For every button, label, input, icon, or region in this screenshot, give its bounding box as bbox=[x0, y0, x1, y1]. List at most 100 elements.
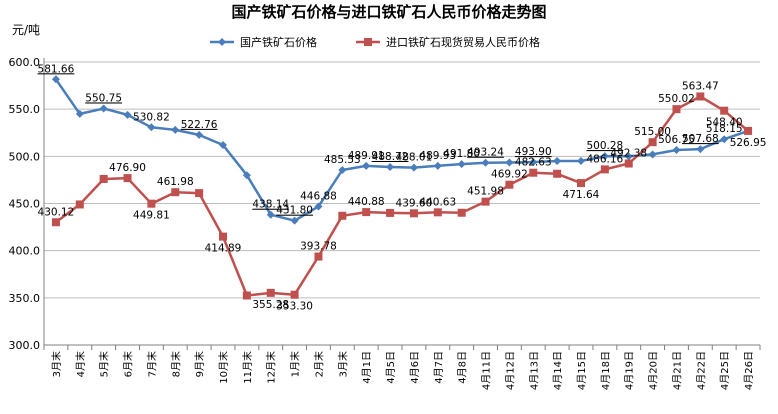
data-point bbox=[672, 105, 681, 114]
data-point bbox=[433, 208, 442, 217]
data-label: 563.47 bbox=[682, 80, 719, 92]
x-tick-label: 4月末 bbox=[74, 351, 87, 377]
x-tick-label: 4月21日 bbox=[671, 351, 683, 390]
x-tick-label: 1月末 bbox=[289, 351, 302, 377]
data-label: 548.40 bbox=[706, 117, 743, 129]
data-point bbox=[457, 160, 466, 169]
data-point bbox=[696, 145, 705, 154]
x-tick-label: 4月7日 bbox=[433, 351, 445, 384]
x-tick-label: 2月末 bbox=[312, 351, 325, 377]
data-point bbox=[195, 189, 204, 198]
data-point bbox=[720, 135, 729, 144]
chart-title: 国产铁矿石价格与进口铁矿石人民币价格走势图 bbox=[231, 3, 546, 21]
data-point bbox=[362, 161, 371, 170]
data-label: 530.82 bbox=[133, 111, 170, 123]
x-tick-label: 9月末 bbox=[193, 351, 206, 377]
data-point bbox=[648, 150, 657, 159]
x-tick-label: 11月末 bbox=[241, 351, 254, 384]
x-tick-label: 4月22日 bbox=[695, 351, 707, 390]
x-tick-label: 5月末 bbox=[98, 351, 111, 377]
data-label: 493.24 bbox=[467, 147, 504, 159]
data-point bbox=[242, 171, 251, 180]
data-label: 449.81 bbox=[133, 210, 170, 222]
data-point bbox=[75, 109, 84, 118]
x-tick-label: 4月11日 bbox=[481, 351, 493, 390]
data-point bbox=[744, 126, 753, 135]
x-tick-label: 6月末 bbox=[122, 351, 135, 377]
data-point bbox=[386, 208, 395, 217]
x-tick-label: 8月末 bbox=[169, 351, 182, 377]
data-point bbox=[529, 158, 538, 167]
x-tick-label: 4月15日 bbox=[576, 351, 588, 390]
data-point bbox=[338, 165, 347, 174]
data-label: 355.28 bbox=[252, 299, 289, 311]
x-tick-label: 4月13日 bbox=[528, 351, 540, 390]
data-label: 485.53 bbox=[324, 154, 361, 166]
data-label: 507.68 bbox=[682, 133, 719, 145]
x-tick-label: 4月6日 bbox=[409, 351, 421, 384]
data-point bbox=[433, 161, 442, 170]
x-tick-label: 4月12日 bbox=[504, 351, 516, 390]
data-point bbox=[624, 159, 633, 168]
x-tick-label: 12月末 bbox=[265, 351, 278, 384]
data-label: 526.95 bbox=[730, 137, 767, 149]
x-tick-label: 4月19日 bbox=[624, 351, 636, 390]
data-point bbox=[171, 125, 180, 134]
x-tick-label: 4月5日 bbox=[385, 351, 397, 384]
x-tick-label: 3月末 bbox=[50, 351, 63, 377]
data-point bbox=[51, 75, 60, 84]
x-tick-label: 4月8日 bbox=[457, 351, 469, 384]
data-point bbox=[624, 152, 633, 161]
data-point bbox=[529, 168, 538, 177]
data-label: 491.80 bbox=[443, 148, 480, 160]
data-label: 581.66 bbox=[38, 63, 75, 75]
data-label: 439.60 bbox=[396, 197, 433, 209]
data-label: 493.90 bbox=[515, 146, 552, 158]
y-tick-label: 450.0 bbox=[9, 198, 41, 211]
data-point bbox=[362, 208, 371, 217]
data-point bbox=[577, 157, 585, 166]
data-point bbox=[219, 141, 227, 150]
data-label: 489.91 bbox=[348, 150, 385, 162]
data-label: 353.30 bbox=[276, 301, 313, 313]
y-tick-label: 300.0 bbox=[9, 339, 41, 352]
data-point bbox=[553, 157, 562, 166]
data-point bbox=[290, 290, 299, 299]
data-label: 506.75 bbox=[658, 134, 695, 146]
data-label: 451.98 bbox=[467, 186, 504, 198]
data-label: 492.38 bbox=[610, 148, 647, 160]
data-label: 518.15 bbox=[706, 123, 743, 135]
data-point bbox=[290, 216, 299, 225]
data-point bbox=[481, 197, 490, 206]
data-label: 393.78 bbox=[300, 241, 337, 253]
x-tick-label: 4月26日 bbox=[743, 351, 755, 390]
data-point bbox=[99, 174, 108, 183]
data-point bbox=[600, 165, 609, 174]
data-label: 461.98 bbox=[157, 176, 194, 188]
data-point bbox=[195, 130, 204, 139]
y-tick-label: 400.0 bbox=[9, 245, 41, 258]
data-point bbox=[51, 218, 60, 227]
x-tick-label: 10月末 bbox=[217, 351, 230, 384]
data-point bbox=[147, 123, 156, 132]
data-label: 550.02 bbox=[658, 93, 695, 105]
data-point bbox=[505, 158, 514, 167]
data-label: 488.72 bbox=[372, 151, 409, 163]
data-point bbox=[123, 174, 132, 183]
legend-label: 进口铁矿石现货贸易人民币价格 bbox=[386, 35, 540, 49]
x-tick-label: 4月20日 bbox=[648, 351, 660, 390]
data-label: 500.28 bbox=[586, 140, 623, 152]
data-point bbox=[123, 110, 132, 119]
data-point bbox=[600, 152, 609, 161]
data-point bbox=[171, 188, 180, 197]
data-point bbox=[648, 138, 657, 147]
series-line bbox=[54, 78, 749, 222]
y-tick-label: 550.0 bbox=[9, 103, 41, 116]
data-label: 430.12 bbox=[38, 206, 75, 218]
data-label: 489.93 bbox=[419, 150, 456, 162]
data-point bbox=[219, 232, 227, 241]
y-tick-label: 350.0 bbox=[9, 292, 41, 305]
data-point bbox=[672, 145, 681, 154]
